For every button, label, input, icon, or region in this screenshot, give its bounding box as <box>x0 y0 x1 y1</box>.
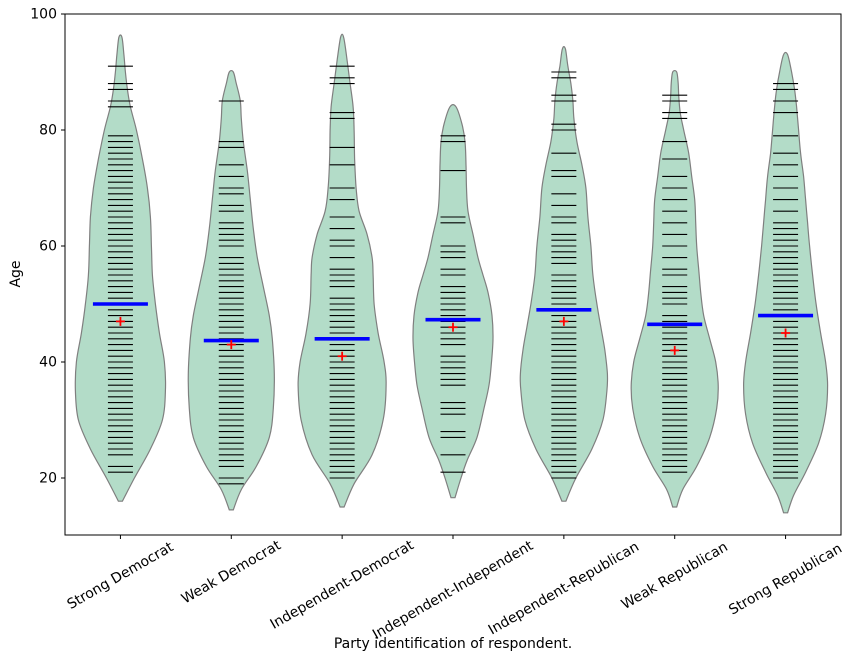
violin-body-independent-republican <box>519 46 609 502</box>
y-tick-label: 100 <box>30 7 57 23</box>
y-tick-label: 20 <box>39 471 57 487</box>
x-axis-title: Party identification of respondent. <box>333 636 573 652</box>
x-tick-label-strong-republican: Strong Republican <box>726 541 845 619</box>
violin-body-weak-democrat <box>187 69 275 511</box>
violin-body-strong-republican <box>742 51 829 514</box>
y-tick-label: 80 <box>39 123 57 139</box>
violin-body-independent-independent <box>412 104 494 499</box>
x-tick-label-strong-democrat: Strong Democrat <box>65 539 177 613</box>
y-tick-label: 60 <box>39 239 57 255</box>
y-tick-label: 40 <box>39 355 57 371</box>
y-axis-title: Age <box>8 260 24 288</box>
violin-body-independent-democrat <box>297 33 387 508</box>
x-tick-label-weak-democrat: Weak Democrat <box>179 537 284 607</box>
violin-body-strong-democrat <box>74 34 167 502</box>
violin-body-weak-republican <box>630 69 719 508</box>
